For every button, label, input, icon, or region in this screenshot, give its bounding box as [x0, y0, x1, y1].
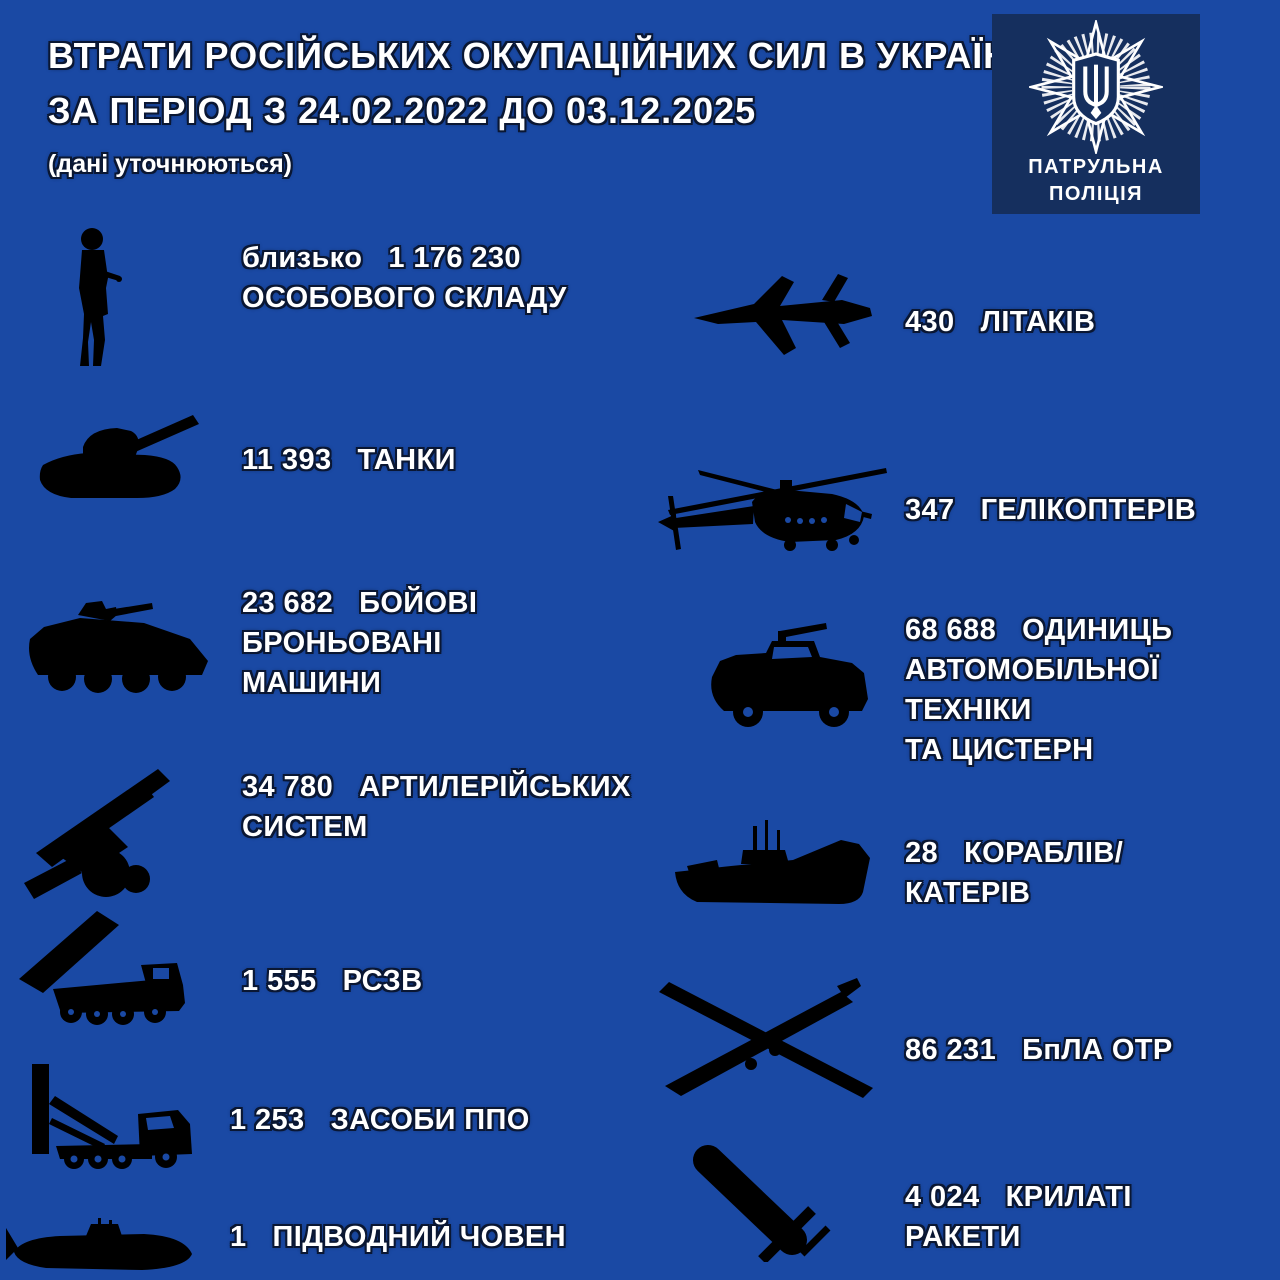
- stat-label: ТАНКИ: [357, 444, 456, 476]
- mlrs-icon: [15, 905, 190, 1025]
- stat-value: 1 176 230: [388, 242, 521, 274]
- stat-value: 1 555: [242, 965, 317, 997]
- air-defense-truck-icon: [22, 1062, 194, 1170]
- military-truck-icon: [700, 615, 890, 733]
- submarine-icon: [2, 1218, 198, 1278]
- data-note: (дані уточнюються): [48, 150, 292, 178]
- tank-icon: [25, 405, 205, 505]
- stat-value: 68 688: [905, 614, 997, 646]
- stat-uav-text: 86 231 БпЛА ОТР: [905, 1030, 1280, 1070]
- stat-label: КРИЛАТІ РАКЕТИ: [905, 1181, 1132, 1253]
- stat-cruise-missiles-text: 4 024 КРИЛАТІ РАКЕТИ: [905, 1177, 1280, 1257]
- stat-value: 430: [905, 306, 955, 338]
- stat-value: 23 682: [242, 587, 334, 619]
- police-star-badge-icon: [1029, 20, 1163, 154]
- soldier-icon: [62, 226, 126, 368]
- stat-tanks-text: 11 393 ТАНКИ: [242, 440, 672, 480]
- title-line-1: ВТРАТИ РОСІЙСЬКИХ ОКУПАЦІЙНИХ СИЛ В УКРА…: [48, 35, 1022, 76]
- stat-label: КОРАБЛІВ/ КАТЕРІВ: [905, 837, 1124, 909]
- stat-personnel-text: близько 1 176 230 ОСОБОВОГО СКЛАДУ: [242, 238, 672, 318]
- stat-artillery-text: 34 780 АРТИЛЕРІЙСЬКИХ СИСТЕМ: [242, 767, 672, 847]
- stat-value: 1 253: [230, 1104, 305, 1136]
- stat-armored-text: 23 682 БОЙОВІ БРОНЬОВАНІ МАШИНИ: [242, 583, 672, 703]
- stat-label: АРТИЛЕРІЙСЬКИХ СИСТЕМ: [242, 771, 631, 843]
- stat-label: ГЕЛІКОПТЕРІВ: [980, 494, 1197, 526]
- stat-label: ЗАСОБИ ППО: [330, 1104, 530, 1136]
- stat-prefix: близько: [242, 242, 363, 274]
- logo-line-2: ПОЛІЦІЯ: [1048, 183, 1144, 205]
- stat-value: 11 393: [242, 444, 332, 476]
- stat-value: 347: [905, 494, 955, 526]
- title-line-2: ЗА ПЕРІОД З 24.02.2022 ДО 03.12.2025: [48, 90, 757, 131]
- stat-value: 34 780: [242, 771, 334, 803]
- howitzer-icon: [20, 755, 200, 903]
- warship-icon: [665, 820, 880, 912]
- apc-icon: [22, 585, 212, 700]
- stat-label: РСЗВ: [342, 965, 423, 997]
- stat-label: БпЛА ОТР: [1022, 1034, 1173, 1066]
- page-title: ВТРАТИ РОСІЙСЬКИХ ОКУПАЦІЙНИХ СИЛ В УКРА…: [48, 28, 1021, 138]
- stat-label: ОДИНИЦЬ АВТОМОБІЛЬНОЇ ТЕХНІКИ ТА ЦИСТЕРН: [905, 614, 1173, 766]
- stat-value: 4 024: [905, 1181, 980, 1213]
- fighter-jet-icon: [688, 258, 888, 373]
- drone-icon: [655, 978, 880, 1103]
- stat-value: 86 231: [905, 1034, 997, 1066]
- patrol-police-logo: ПАТРУЛЬНА ПОЛІЦІЯ: [992, 14, 1200, 214]
- stat-submarine-text: 1 ПІДВОДНИЙ ЧОВЕН: [230, 1217, 660, 1257]
- stat-air-defense-text: 1 253 ЗАСОБИ ППО: [230, 1100, 660, 1140]
- cruise-missile-icon: [688, 1142, 853, 1264]
- stat-label: ОСОБОВОГО СКЛАДУ: [242, 282, 567, 314]
- helicopter-icon: [640, 448, 895, 558]
- stat-label: БОЙОВІ БРОНЬОВАНІ МАШИНИ: [242, 587, 478, 699]
- stat-label: ЛІТАКІВ: [980, 306, 1096, 338]
- stat-vehicles-text: 68 688 ОДИНИЦЬ АВТОМОБІЛЬНОЇ ТЕХНІКИ ТА Ц…: [905, 610, 1280, 770]
- stat-value: 1: [230, 1221, 247, 1253]
- stat-helicopters-text: 347 ГЕЛІКОПТЕРІВ: [905, 490, 1280, 530]
- logo-line-1: ПАТРУЛЬНА: [1028, 156, 1164, 178]
- stat-ships-text: 28 КОРАБЛІВ/ КАТЕРІВ: [905, 833, 1280, 913]
- stat-label: ПІДВОДНИЙ ЧОВЕН: [272, 1221, 566, 1253]
- stat-aircraft-text: 430 ЛІТАКІВ: [905, 302, 1280, 342]
- stat-value: 28: [905, 837, 939, 869]
- stat-mlrs-text: 1 555 РСЗВ: [242, 961, 672, 1001]
- logo-text: ПАТРУЛЬНА ПОЛІЦІЯ: [992, 154, 1200, 208]
